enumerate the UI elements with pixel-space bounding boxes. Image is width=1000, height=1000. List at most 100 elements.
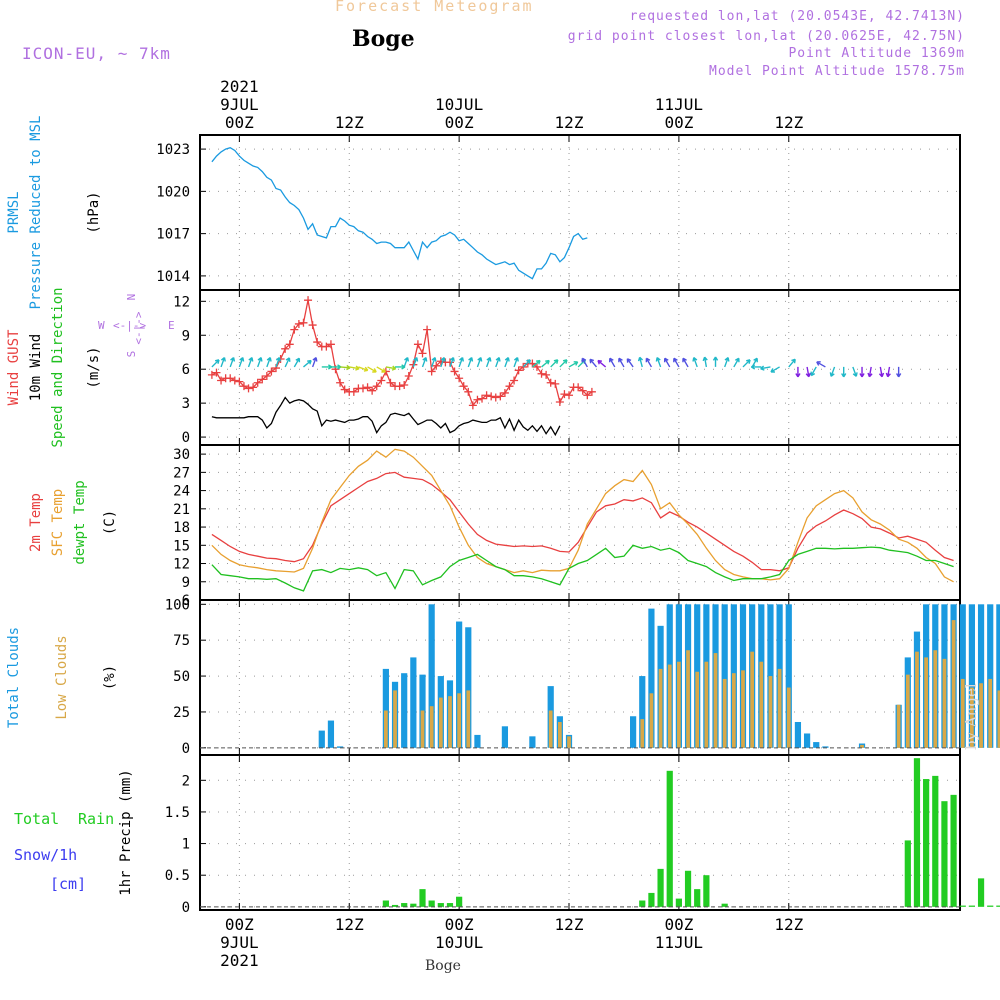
precip-bar [456,896,463,907]
precip-bar [401,903,408,907]
wind-direction-arrow [550,359,559,368]
clouds-bar [401,673,408,748]
wind-gust-marker [537,369,546,378]
wind-gust-marker [235,377,244,386]
precip-bar [657,868,664,907]
wind-gust-marker [395,382,404,391]
wind-direction-arrow [349,365,360,371]
clouds-ytick-label: 75 [173,633,190,649]
wind-direction-arrow [431,356,437,368]
wind-direction-arrow [220,356,226,368]
precip-bar [977,878,985,907]
wind-gust-marker [262,371,271,380]
time-label-bottom: 9JUL [220,933,259,952]
precip-axis-labels: 1hr Precip (mm) [118,769,134,895]
wind-gust-marker [578,386,587,395]
temperature-axis-label: (C) [102,510,118,535]
compass-ew-arrow: <-|-> [113,319,146,332]
clouds-bar [924,657,928,748]
clouds-bar [942,658,947,748]
wind-direction-arrow [467,356,474,368]
wind-gust-marker [244,384,253,393]
clouds-bar [557,721,562,748]
wind-gust-marker [230,376,239,385]
wind-gust-marker [340,385,349,394]
clouds-bar [457,693,461,748]
temperature-ytick-label: 24 [173,484,190,500]
wind-direction-arrow [284,357,291,368]
precip-bar [987,905,994,907]
wind-gust-marker [491,393,500,402]
time-label-top: 00Z [225,113,254,132]
wind-gust-marker [418,349,427,358]
wind-gust-marker [226,374,235,383]
clouds-bar [410,657,417,748]
clouds-bar [785,604,792,748]
time-label-top: 2021 [220,77,259,96]
precip-panel: 0 0.5 1 1.5 2 1hr Precip (mm) [118,754,1000,916]
wind-direction-arrow [385,365,397,371]
time-label-top: 12Z [335,113,364,132]
clouds-bar [721,604,728,748]
wind-gust-marker [482,391,491,400]
wind-direction-arrow [340,364,351,371]
time-label-bottom: 12Z [555,915,584,934]
temperature-axis-label: dewpt Temp [72,480,88,564]
wind-ytick-label: 3 [182,396,190,412]
wind-direction-arrow [412,356,419,368]
clouds-bar [327,720,335,748]
clouds-bar [686,650,690,748]
station-name: Boge [352,26,415,52]
clouds-bar [997,690,1000,748]
wind-direction-arrow [663,357,671,368]
wind-direction-arrow [609,357,616,368]
clouds-bar [529,736,536,748]
wind-direction-arrow [367,366,377,373]
wind-gust-marker [459,382,468,391]
wind-direction-arrow [702,356,708,368]
temperature-ytick-label: 15 [173,538,190,554]
point-altitude: Point Altitude 1369m [788,46,965,61]
wind-direction-arrow [568,361,579,368]
wind-direction-arrow [692,356,698,368]
temperature-ytick-label: 12 [173,557,190,573]
wind-direction-arrow [458,356,465,368]
time-label-bottom: 2021 [220,951,259,970]
wind-direction-arrow [311,356,318,368]
wind-direction-arrow [376,366,386,373]
wind-gust-marker [496,392,505,401]
precip-bar [721,903,728,907]
wind-direction-arrow [559,359,568,368]
wind-direction-arrow [733,357,740,368]
wind-direction-arrow [805,366,811,378]
wind-direction-arrow [495,356,501,368]
clouds-bar [428,604,435,748]
wind-gust-marker [400,381,409,390]
clouds-bar [794,721,802,748]
wind-gust-marker [427,367,436,376]
clouds-bar [987,604,994,748]
clouds-bar [640,719,645,748]
wind-gust-marker [322,342,331,351]
wind-gust-marker [565,391,574,400]
wind-gust-marker [281,344,290,353]
wind-direction-arrow [885,366,891,378]
clouds-bar [822,746,829,748]
wind-gust-marker [560,390,569,399]
wind-direction-arrow [485,356,492,368]
wind-gust-marker [294,319,303,328]
wind-gust-marker [212,368,221,377]
wind-direction-arrow [770,366,780,373]
wind-direction-arrow [878,366,885,378]
footer-station-name: Boge [425,958,461,974]
compass-n: N [125,294,138,301]
precip-bar [382,900,389,907]
clouds-bar [731,673,736,748]
wind-ytick-label: 9 [182,328,190,344]
wind-direction-arrow [541,359,550,368]
wind-axis-label: Speed and Direction [50,287,66,447]
pressure-axis-label: (hPa) [86,191,102,233]
wind-gust-marker [336,378,345,387]
wind-gust-marker [368,386,377,395]
